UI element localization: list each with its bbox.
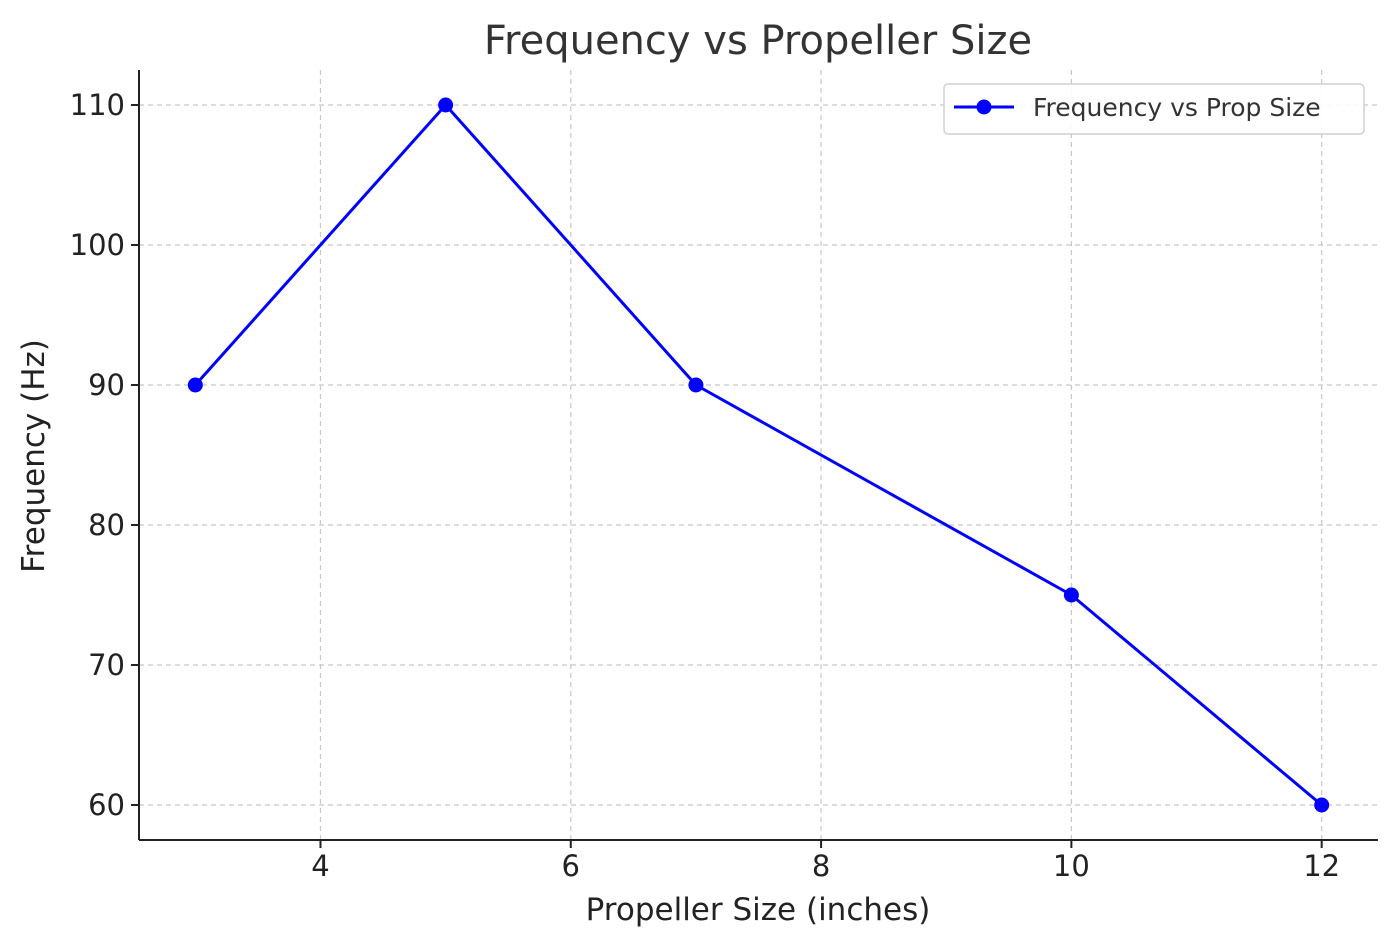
x-tick-label: 8 (812, 849, 830, 883)
legend-box (943, 83, 1365, 135)
data-series (187, 97, 1330, 813)
grid-lines (139, 70, 1378, 840)
x-tick-label: 6 (562, 849, 580, 883)
data-point (1063, 587, 1079, 603)
data-point (187, 377, 203, 393)
y-tick-label: 90 (88, 368, 125, 402)
y-axis-label: Frequency (Hz) (16, 339, 52, 573)
chart-title: Frequency vs Propeller Size (484, 18, 1032, 64)
legend-marker (976, 99, 992, 115)
data-point (438, 97, 454, 113)
series-line (194, 103, 1323, 807)
tick-labels: 4 6 8 10 12 60 70 80 90 100 110 (70, 88, 1340, 883)
y-tick-label: 60 (88, 788, 125, 822)
legend-label: Frequency vs Prop Size (1033, 93, 1321, 122)
y-tick-label: 100 (70, 228, 125, 262)
x-tick-label: 12 (1303, 849, 1340, 883)
x-tick-label: 10 (1053, 849, 1090, 883)
data-point (688, 377, 704, 393)
x-tick-label: 4 (311, 849, 329, 883)
x-axis-label: Propeller Size (inches) (586, 892, 931, 928)
data-point (1314, 797, 1330, 813)
y-tick-label: 80 (88, 508, 125, 542)
legend: Frequency vs Prop Size (943, 83, 1365, 135)
y-tick-label: 110 (70, 88, 125, 122)
axes (138, 70, 1378, 841)
y-tick-label: 70 (88, 648, 125, 682)
